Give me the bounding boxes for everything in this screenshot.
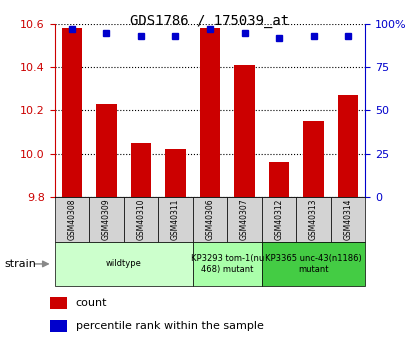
Text: KP3365 unc-43(n1186)
mutant: KP3365 unc-43(n1186) mutant bbox=[265, 254, 362, 274]
Text: percentile rank within the sample: percentile rank within the sample bbox=[76, 321, 263, 331]
Text: GSM40311: GSM40311 bbox=[171, 198, 180, 240]
Text: GSM40313: GSM40313 bbox=[309, 198, 318, 240]
Bar bbox=[331, 197, 365, 241]
Bar bbox=[262, 241, 365, 286]
Text: count: count bbox=[76, 298, 107, 308]
Bar bbox=[50, 321, 67, 332]
Bar bbox=[269, 162, 289, 197]
Text: GSM40309: GSM40309 bbox=[102, 198, 111, 240]
Bar bbox=[234, 65, 255, 197]
Bar bbox=[227, 197, 262, 241]
Bar bbox=[262, 197, 297, 241]
Bar bbox=[55, 241, 193, 286]
Text: wildtype: wildtype bbox=[106, 259, 142, 268]
Text: GSM40306: GSM40306 bbox=[205, 198, 215, 240]
Bar bbox=[96, 104, 117, 197]
Bar bbox=[200, 28, 221, 197]
Bar bbox=[193, 197, 227, 241]
Bar bbox=[165, 149, 186, 197]
Bar bbox=[123, 197, 158, 241]
Bar bbox=[89, 197, 123, 241]
Bar bbox=[61, 28, 82, 197]
Bar bbox=[158, 197, 193, 241]
Bar bbox=[131, 143, 151, 197]
Text: GSM40312: GSM40312 bbox=[275, 198, 284, 240]
Bar bbox=[50, 297, 67, 309]
Text: GSM40310: GSM40310 bbox=[136, 198, 145, 240]
Text: strain: strain bbox=[4, 259, 36, 269]
Bar bbox=[303, 121, 324, 197]
Bar bbox=[55, 197, 89, 241]
Bar bbox=[338, 95, 359, 197]
Text: GSM40308: GSM40308 bbox=[67, 198, 76, 240]
Bar bbox=[193, 241, 262, 286]
Text: GSM40307: GSM40307 bbox=[240, 198, 249, 240]
Text: KP3293 tom-1(nu
468) mutant: KP3293 tom-1(nu 468) mutant bbox=[191, 254, 264, 274]
Text: GDS1786 / 175039_at: GDS1786 / 175039_at bbox=[131, 14, 289, 28]
Bar bbox=[297, 197, 331, 241]
Text: GSM40314: GSM40314 bbox=[344, 198, 353, 240]
